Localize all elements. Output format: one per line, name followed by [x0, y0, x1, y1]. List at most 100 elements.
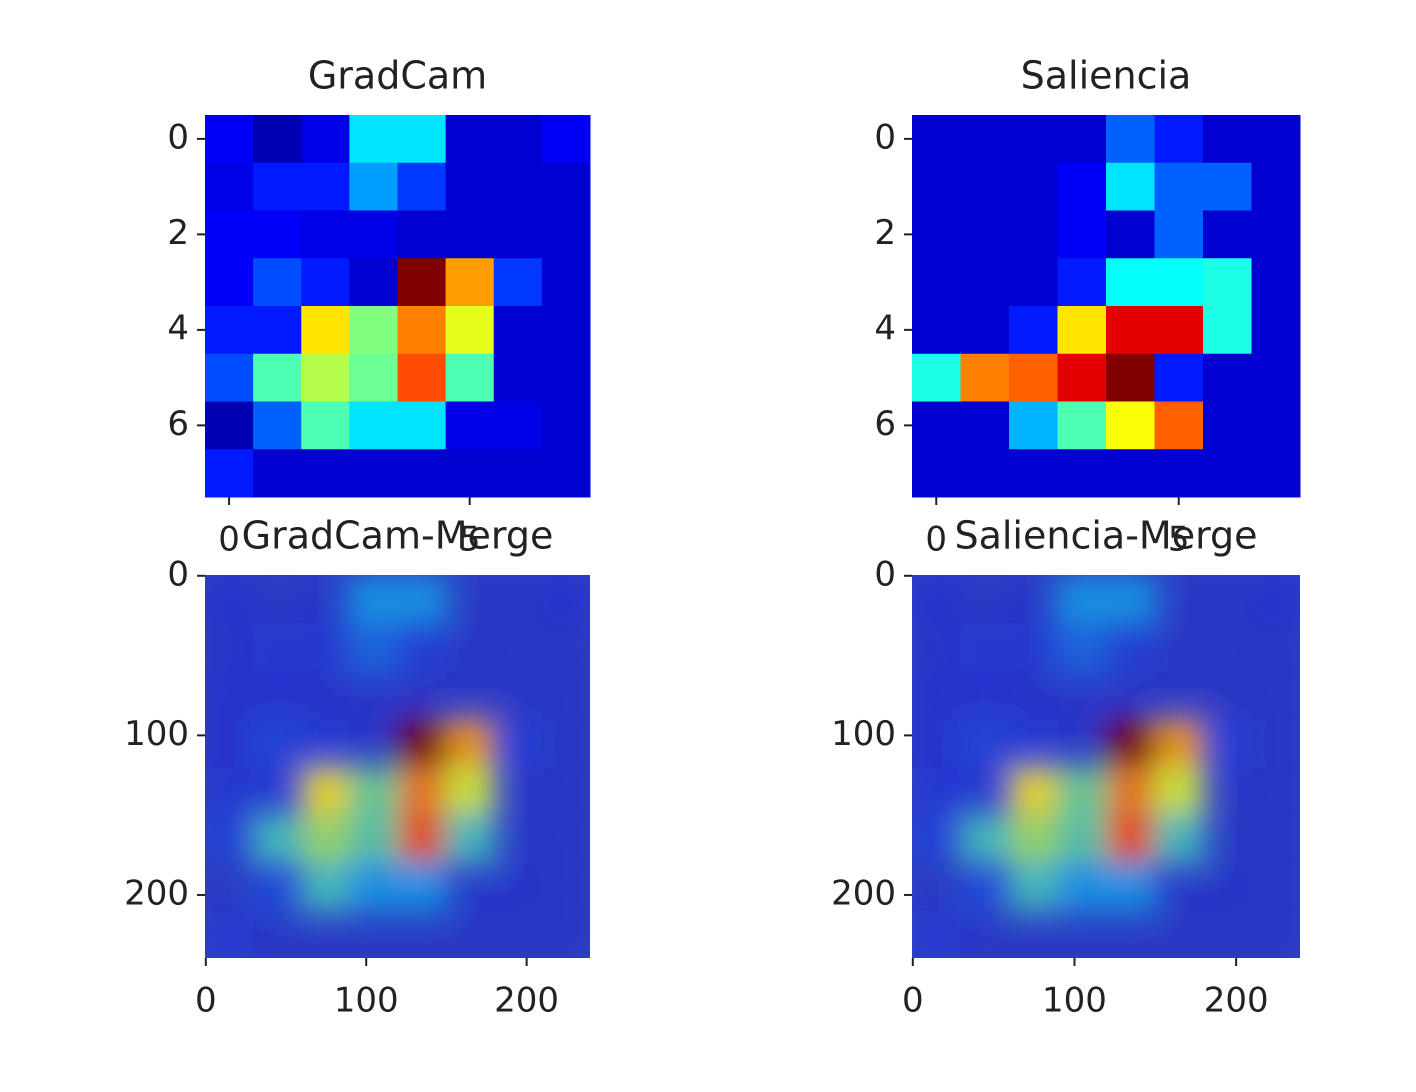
overlay-cell	[1057, 622, 1107, 672]
x-tick-label: 200	[1204, 981, 1269, 1021]
heat-overlay	[205, 575, 590, 958]
overlay-cell	[1106, 670, 1156, 720]
overlay-cell	[253, 862, 303, 912]
heatmap-cell	[349, 401, 398, 450]
overlay-cell	[541, 670, 590, 720]
heatmap-cell	[541, 449, 591, 498]
heatmap-cell	[1154, 210, 1204, 259]
heatmap-cell	[445, 306, 495, 355]
overlay-cell	[1106, 814, 1156, 864]
heatmap-cell	[205, 306, 254, 355]
heatmap-cell	[1203, 401, 1252, 450]
heat-blur	[205, 575, 590, 958]
overlay-cell	[493, 670, 543, 720]
heatmap-cell	[349, 353, 398, 402]
subplot-title: GradCam-Merge	[242, 514, 554, 558]
heatmap-cell	[541, 210, 591, 259]
overlay-cell	[1057, 575, 1107, 624]
overlay-cell	[960, 862, 1010, 912]
overlay-cell	[349, 910, 399, 958]
overlay-cell	[301, 910, 351, 958]
heatmap-cell	[1203, 449, 1252, 498]
heatmap-cell	[1106, 162, 1155, 211]
heatmap-cell	[541, 353, 591, 402]
y-tick-label: 0	[874, 554, 896, 594]
overlay-cell	[349, 575, 399, 624]
heatmap-cell	[1251, 258, 1301, 307]
overlay-cell	[912, 814, 962, 864]
overlay-cell	[445, 575, 495, 624]
heat-blur	[912, 575, 1300, 958]
heatmap-cell	[960, 258, 1010, 307]
heatmap-cell	[493, 306, 543, 355]
x-tick-label: 100	[334, 981, 399, 1021]
heatmap-cell	[1106, 210, 1155, 259]
heatmap-cell	[205, 162, 254, 211]
heatmap-cell	[301, 306, 350, 355]
heatmap-cell	[1009, 258, 1058, 307]
overlay-cell	[1154, 622, 1204, 672]
overlay-cell	[1154, 814, 1204, 864]
overlay-cell	[1009, 670, 1059, 720]
heatmap-cell	[493, 162, 543, 211]
y-tick-label: 0	[874, 117, 896, 157]
overlay-cell	[541, 575, 590, 624]
overlay-cell	[445, 766, 495, 816]
heatmap-cell	[493, 449, 543, 498]
overlay-cell	[253, 575, 303, 624]
heatmap-cell	[397, 115, 447, 164]
overlay-cell	[1251, 718, 1300, 768]
overlay-cell	[1251, 862, 1300, 912]
heatmap-cell	[541, 258, 591, 307]
overlay-cell	[1251, 766, 1300, 816]
overlay-cell	[1203, 910, 1253, 958]
heatmap-cell	[205, 401, 254, 450]
heatmap-cell	[960, 353, 1010, 402]
heatmap-cell	[397, 449, 447, 498]
overlay-cell	[1057, 814, 1107, 864]
heatmap-cell	[1057, 306, 1107, 355]
x-tick-label: 100	[1042, 981, 1107, 1021]
heatmap-cell	[1251, 162, 1301, 211]
overlay-cell	[349, 622, 399, 672]
overlay-cell	[349, 766, 399, 816]
overlay-cell	[1154, 910, 1204, 958]
overlay-cell	[445, 670, 495, 720]
y-tick-label: 6	[167, 404, 189, 444]
overlay-cell	[541, 814, 590, 864]
y-tick-label: 200	[124, 873, 189, 913]
heatmap-cell	[1057, 162, 1107, 211]
y-tick-label: 4	[874, 308, 896, 348]
overlay-cell	[301, 814, 351, 864]
overlay-cell	[205, 670, 255, 720]
heatmap-cell	[1203, 353, 1252, 402]
overlay-cell	[397, 575, 447, 624]
heatmap-cell	[960, 449, 1010, 498]
heatmap-cell	[1203, 210, 1252, 259]
x-tick-label: 0	[218, 520, 240, 560]
heatmap-cell	[541, 401, 591, 450]
heatmap-cell	[397, 258, 447, 307]
overlay-cell	[912, 862, 962, 912]
heatmap-cell	[1251, 449, 1301, 498]
heatmap-cell	[1154, 401, 1204, 450]
overlay-cell	[1154, 766, 1204, 816]
y-tick-label: 4	[167, 308, 189, 348]
heatmap-cell	[1009, 115, 1058, 164]
heatmap-cell	[1154, 162, 1204, 211]
overlay-cell	[205, 575, 255, 624]
overlay-cell	[1203, 670, 1253, 720]
y-tick-label: 200	[831, 873, 896, 913]
heatmap-cell	[1106, 258, 1155, 307]
overlay-cell	[253, 622, 303, 672]
overlay-cell	[1009, 910, 1059, 958]
overlay-cell	[1203, 814, 1253, 864]
overlay-cell	[1106, 622, 1156, 672]
heatmap-cell	[1106, 353, 1155, 402]
overlay-cell	[1057, 862, 1107, 912]
heatmap-cell	[253, 210, 302, 259]
overlay-cell	[301, 766, 351, 816]
overlay-cell	[445, 718, 495, 768]
heatmap-cell	[301, 449, 350, 498]
